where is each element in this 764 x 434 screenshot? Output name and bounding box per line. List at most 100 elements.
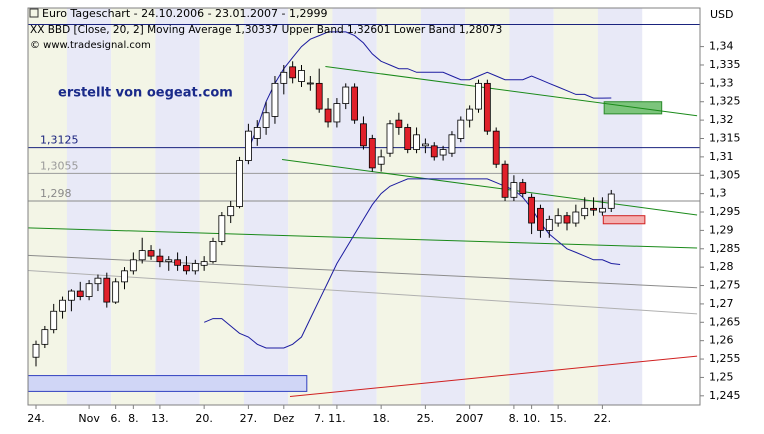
week-stripe xyxy=(420,8,466,405)
candle-body xyxy=(85,283,93,297)
source: © www.tradesignal.com xyxy=(30,40,151,51)
candle-body xyxy=(94,277,102,285)
week-stripe xyxy=(465,8,510,405)
candle-body xyxy=(236,160,243,207)
title-icon xyxy=(29,8,39,18)
candle-body xyxy=(200,261,208,266)
candle-body xyxy=(430,145,438,158)
x-tick-label: 20. xyxy=(195,412,213,425)
candle-body xyxy=(563,215,571,224)
x-tick-label: 13. xyxy=(151,412,169,425)
y-tick-label: 1,27 xyxy=(709,297,734,310)
candle-body xyxy=(253,127,261,139)
x-tick-label: 7. xyxy=(314,412,325,425)
y-tick-label: 1,285 xyxy=(709,242,741,255)
candle-body xyxy=(377,156,385,165)
stripes xyxy=(28,8,643,405)
x-tick-label: 8. xyxy=(128,412,139,425)
candle-body xyxy=(545,218,553,231)
y-tick-label: 1,295 xyxy=(709,205,741,218)
candle-body xyxy=(262,112,270,128)
candle-body xyxy=(271,82,279,117)
trendline xyxy=(28,269,698,315)
plot-frame xyxy=(27,7,701,406)
candle-body xyxy=(510,182,518,198)
candle-body xyxy=(103,277,111,303)
y-tick-label: 1,25 xyxy=(709,370,734,383)
candle-body xyxy=(32,343,40,358)
trendline xyxy=(281,158,698,216)
candle-body xyxy=(475,82,482,110)
zone xyxy=(602,215,646,225)
candle-body xyxy=(607,193,615,209)
candle-body xyxy=(360,123,367,147)
y-tick-label: 1,255 xyxy=(709,352,741,365)
candle-body xyxy=(129,259,137,272)
candle-body xyxy=(501,163,509,198)
candle-body xyxy=(68,290,75,301)
candle-body xyxy=(76,290,84,297)
candle-body xyxy=(351,86,359,121)
candle-body xyxy=(41,329,49,345)
y-tick-label: 1,28 xyxy=(709,260,734,273)
y-tick-label: 1,33 xyxy=(709,76,734,89)
x-tick-label: 10. xyxy=(523,412,541,425)
candle-body xyxy=(554,215,562,224)
horizontal-line-label: 1,3055 xyxy=(40,159,79,172)
y-tick-label: 1,29 xyxy=(709,223,734,236)
x-tick-label: 6. xyxy=(110,412,121,425)
candle-body xyxy=(165,259,173,263)
week-stripe xyxy=(243,8,289,405)
plot: 1,3125 1,3055 1,298 xyxy=(27,24,700,398)
candle-body xyxy=(315,82,323,110)
candle-body xyxy=(121,270,128,283)
x-tick-label: 24. xyxy=(27,412,45,425)
band-line xyxy=(204,178,621,349)
x-tick-label: 25. xyxy=(417,412,435,425)
candle-body xyxy=(537,207,544,231)
y-tick-label: 1,3 xyxy=(709,187,727,200)
candle-body xyxy=(112,281,120,303)
y-tick-label: 1,32 xyxy=(709,113,734,126)
trendline xyxy=(325,65,698,117)
x-tick-label: 27. xyxy=(240,412,258,425)
chart-subtitle: XX BBD [Close, 20, 2] Moving Average 1,3… xyxy=(30,24,502,36)
candle-body xyxy=(50,310,58,331)
week-stripe xyxy=(376,8,421,405)
candle-body xyxy=(138,250,146,261)
candle-body xyxy=(492,130,500,165)
x-tick-label: 8. xyxy=(509,412,520,425)
week-stripe xyxy=(332,8,377,405)
zone xyxy=(27,375,308,392)
x-tick-label: Dez xyxy=(273,412,294,425)
trendline xyxy=(289,355,698,398)
zone xyxy=(603,101,663,115)
week-stripe xyxy=(66,8,112,405)
candle-body xyxy=(289,66,297,79)
candle-body xyxy=(519,182,527,195)
candle-body xyxy=(174,259,182,266)
horizontal-line-label: 1,298 xyxy=(40,187,72,200)
x-tick-label: 22. xyxy=(594,412,612,425)
candle-body xyxy=(528,196,535,224)
candle-body xyxy=(395,119,403,128)
y-tick-label: 1,335 xyxy=(709,58,741,71)
candle-body xyxy=(209,241,217,263)
y-tick-label: 1,315 xyxy=(709,131,741,144)
candle-body xyxy=(218,215,226,242)
candle-body xyxy=(244,130,252,161)
candle-body xyxy=(439,149,447,156)
week-stripe xyxy=(155,8,200,405)
x-tick-label: 18. xyxy=(372,412,390,425)
y-tick-label: 1,31 xyxy=(709,150,734,163)
band-line xyxy=(247,31,612,150)
chart-title: Euro Tageschart - 24.10.2006 - 23.01.200… xyxy=(42,7,327,20)
horizontal-line-label: 1,3125 xyxy=(40,134,79,147)
x-tick-label: 15. xyxy=(549,412,567,425)
candle-body xyxy=(156,255,164,263)
candle-body xyxy=(342,86,350,104)
x-tick-label: Nov xyxy=(78,412,100,425)
candle-body xyxy=(599,207,606,213)
